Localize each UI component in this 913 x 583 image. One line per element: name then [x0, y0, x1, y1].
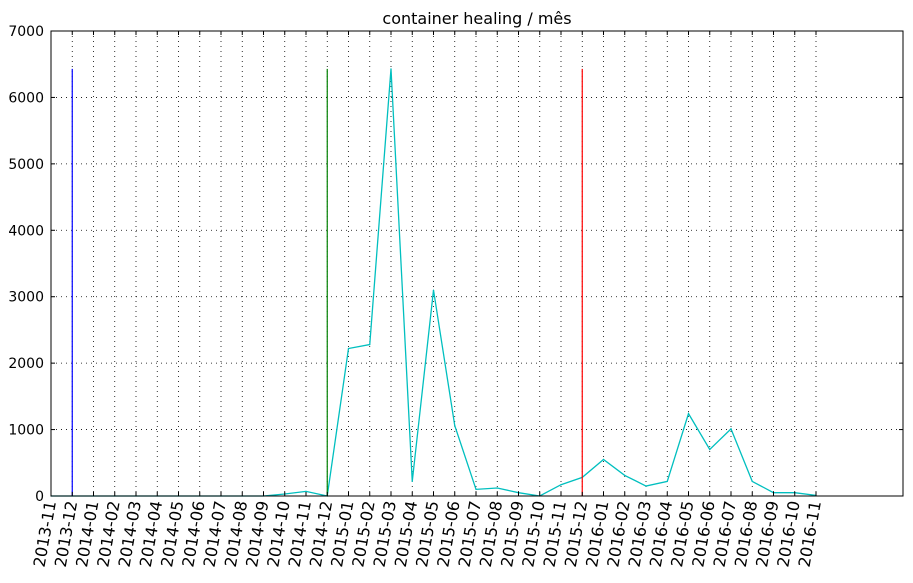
data-point [751, 480, 753, 482]
data-point [730, 428, 732, 430]
grid [51, 31, 903, 496]
data-point [645, 485, 647, 487]
data-point [687, 413, 690, 415]
y-tick-label: 6000 [8, 90, 44, 106]
y-tick-label: 2000 [8, 356, 44, 372]
data-point [454, 424, 456, 427]
y-tick-label: 5000 [8, 157, 44, 173]
data-point [305, 490, 307, 492]
y-axis: 0 1000 2000 3000 4000 5000 6000 7000 [8, 24, 903, 505]
y-tick-label: 3000 [8, 290, 44, 306]
data-point [666, 480, 668, 482]
marker-layer [71, 68, 583, 496]
data-point [709, 448, 711, 451]
chart-title: container healing / mês [382, 9, 571, 28]
data-point [390, 68, 392, 70]
y-tick-label: 7000 [8, 24, 44, 40]
data-point [475, 488, 477, 490]
y-tick-label: 4000 [8, 223, 44, 239]
data-point [347, 347, 350, 350]
y-tick-label: 1000 [8, 423, 44, 439]
series-layer [50, 68, 817, 497]
plot-area-frame [50, 30, 904, 497]
data-point [411, 480, 413, 482]
data-point [432, 289, 435, 291]
data-point [624, 474, 626, 477]
data-point [602, 458, 605, 461]
data-point [560, 484, 562, 486]
x-axis: 2013-112013-122014-012014-022014-032014-… [30, 31, 825, 569]
data-point [496, 487, 498, 489]
y-tick-label: 0 [35, 489, 44, 505]
data-point [369, 343, 371, 346]
